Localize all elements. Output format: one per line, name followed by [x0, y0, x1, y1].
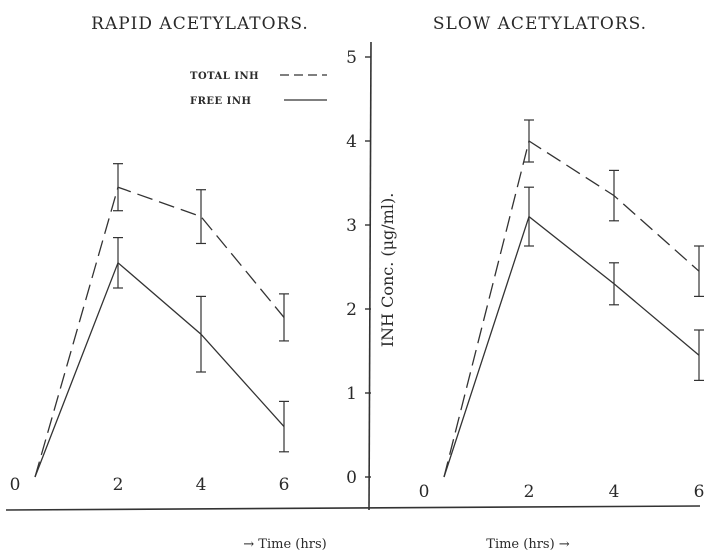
x-tick-label: 0 — [419, 482, 430, 502]
x-tick-label: 6 — [279, 475, 290, 495]
x-tick-label: 4 — [609, 482, 620, 502]
legend-label-free: FREE INH — [190, 96, 251, 107]
series-line-total-inh — [34, 186, 285, 478]
y-tick-label: 3 — [346, 216, 357, 236]
x-axis-label-slow: Time (hrs) → — [486, 537, 570, 552]
x-tick-label: 4 — [196, 475, 207, 495]
y-axis-label: INH Conc. (μg/ml). — [378, 193, 397, 348]
y-tick-label: 2 — [346, 300, 357, 320]
title-rapid: RAPID ACETYLATORS. — [91, 14, 309, 34]
title-slow: SLOW ACETYLATORS. — [433, 14, 647, 34]
y-axis-ticks: 0 1 2 3 4 5 — [346, 48, 371, 488]
panel-slow-acetylators: SLOW ACETYLATORS. — [433, 14, 647, 34]
x-tick-label: 6 — [694, 482, 704, 502]
x-axis-line — [5, 505, 701, 511]
series-layer — [34, 119, 704, 478]
x-tick-label: 0 — [10, 475, 21, 495]
x-tick-label: 2 — [524, 482, 535, 502]
panel-rapid-acetylators: RAPID ACETYLATORS. — [91, 14, 309, 34]
y-tick-label: 1 — [346, 384, 357, 404]
legend: TOTAL INH FREE INH — [190, 71, 327, 107]
x-axis-label-rapid: → Time (hrs) — [243, 537, 326, 552]
series-line-free-inh — [443, 215, 700, 478]
y-tick-label: 4 — [346, 132, 357, 152]
y-axis-line — [368, 41, 372, 511]
y-tick-label: 0 — [346, 468, 357, 488]
x-axis-ticks: 0 2 4 6 0 2 4 6 — [10, 475, 704, 502]
series-line-total-inh — [443, 139, 700, 478]
x-tick-label: 2 — [113, 475, 124, 495]
legend-label-total: TOTAL INH — [190, 71, 259, 82]
y-tick-label: 5 — [346, 48, 357, 68]
series-line-free-inh — [34, 261, 285, 478]
